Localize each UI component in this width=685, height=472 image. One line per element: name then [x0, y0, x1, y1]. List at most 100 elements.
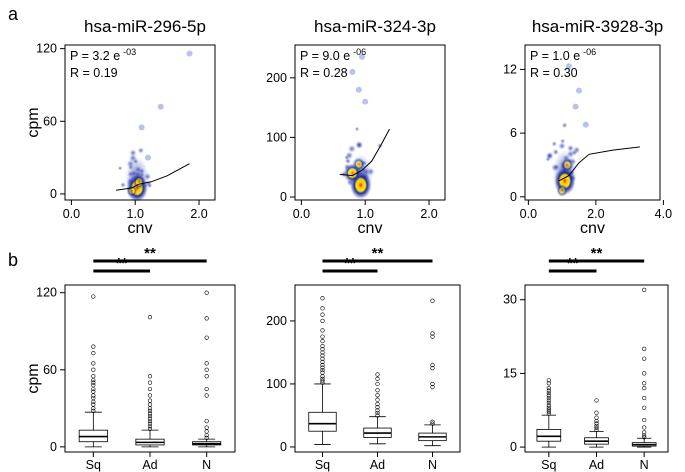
outlier-point: [565, 63, 572, 70]
outlier-point: [147, 411, 153, 416]
outlier-point: [594, 418, 599, 424]
plot-frame: [524, 284, 669, 453]
outlier-point: [204, 386, 209, 392]
outlier-point: [642, 433, 647, 438]
panel-label-a: a: [8, 4, 19, 24]
y-tick-label: 60: [43, 363, 57, 377]
significance-label: **: [344, 255, 356, 272]
r-value-label: R = 0.30: [530, 66, 578, 80]
outlier-point: [147, 416, 153, 421]
outlier-point: [147, 374, 153, 379]
outlier-point: [147, 413, 153, 419]
y-tick-label: 200: [266, 71, 287, 85]
density-point: [546, 152, 554, 160]
outlier-point: [642, 417, 647, 423]
x-tick-label: 0.0: [293, 207, 310, 221]
p-value-label: P = 9.0 e: [300, 49, 350, 63]
p-value-label: P = 3.2 e: [70, 49, 120, 63]
category-label: Sq: [86, 458, 101, 472]
outlier-point: [320, 350, 325, 355]
outlier-point: [594, 427, 599, 432]
x-axis-label: cnv: [358, 220, 383, 237]
trend-line: [116, 163, 190, 191]
outlier-point: [91, 350, 96, 356]
outlier-point: [157, 103, 164, 110]
outlier-point: [91, 344, 96, 349]
outlier-point: [375, 413, 380, 418]
outlier-point: [594, 398, 599, 403]
outlier-point: [204, 429, 209, 434]
density-peak: [352, 157, 366, 172]
density-point: [552, 148, 559, 156]
y-tick-label: 15: [503, 366, 517, 380]
outlier-point: [642, 395, 647, 401]
x-tick-label: 2.0: [190, 207, 207, 221]
y-tick-label: 100: [266, 130, 287, 144]
p-value-exponent: -03: [123, 47, 136, 57]
outlier-point: [546, 395, 551, 401]
outlier-point: [91, 380, 96, 385]
x-axis-label: cnv: [128, 220, 153, 237]
outlier-point: [91, 393, 96, 398]
outlier-point: [147, 419, 153, 424]
outlier-point: [147, 402, 153, 407]
outlier-point: [320, 362, 325, 368]
significance-label: **: [567, 255, 579, 272]
outlier-point: [320, 365, 325, 370]
category-label: Ad: [589, 458, 604, 472]
outlier-point: [594, 425, 599, 431]
outlier-point: [594, 423, 599, 429]
outlier-point: [91, 402, 96, 407]
outlier-point: [546, 411, 551, 416]
outlier-point: [320, 338, 325, 344]
y-tick-label: 0: [510, 190, 517, 204]
density-point: [117, 165, 123, 171]
outlier-point: [138, 124, 145, 131]
outlier-point: [642, 356, 647, 361]
y-tick-label: 60: [43, 114, 57, 128]
outlier-point: [320, 367, 325, 373]
x-tick-label: 0.0: [63, 207, 80, 221]
outlier-point: [186, 50, 193, 57]
outlier-point: [642, 386, 647, 391]
outlier-point: [642, 425, 647, 430]
density-point: [354, 126, 360, 132]
outlier-point: [430, 298, 435, 303]
outlier-point: [349, 68, 356, 75]
outlier-point: [375, 376, 380, 381]
outlier-point: [430, 419, 435, 424]
outlier-point: [642, 287, 647, 293]
outlier-point: [204, 367, 209, 372]
outlier-point: [546, 388, 551, 393]
outlier-point: [91, 399, 96, 405]
box: [536, 429, 562, 442]
y-tick-label: 120: [36, 42, 57, 56]
y-axis-label: cpm: [25, 107, 42, 137]
outlier-point: [430, 421, 435, 426]
outlier-point: [594, 421, 599, 426]
outlier-point: [91, 377, 96, 383]
outlier-point: [430, 334, 435, 339]
y-tick-label: 6: [510, 126, 517, 140]
plot-frame: [294, 44, 446, 201]
outlier-point: [204, 425, 209, 430]
outlier-point: [320, 347, 325, 352]
outlier-point: [642, 435, 647, 440]
outlier-point: [204, 361, 209, 366]
outlier-point: [147, 421, 153, 426]
significance-label: **: [116, 255, 128, 272]
category-label: Sq: [315, 458, 330, 472]
outlier-point: [576, 87, 582, 94]
outlier-point: [147, 386, 153, 392]
plot-frame: [64, 284, 236, 453]
chart-title: hsa-miR-296-5p: [84, 17, 206, 36]
y-tick-label: 200: [266, 314, 287, 328]
outlier-point: [204, 433, 209, 438]
outlier-point: [320, 378, 325, 383]
outlier-point: [320, 344, 325, 349]
outlier-point: [546, 409, 551, 414]
significance-label: **: [591, 245, 603, 262]
outlier-point: [642, 371, 647, 376]
outlier-point: [91, 294, 96, 299]
